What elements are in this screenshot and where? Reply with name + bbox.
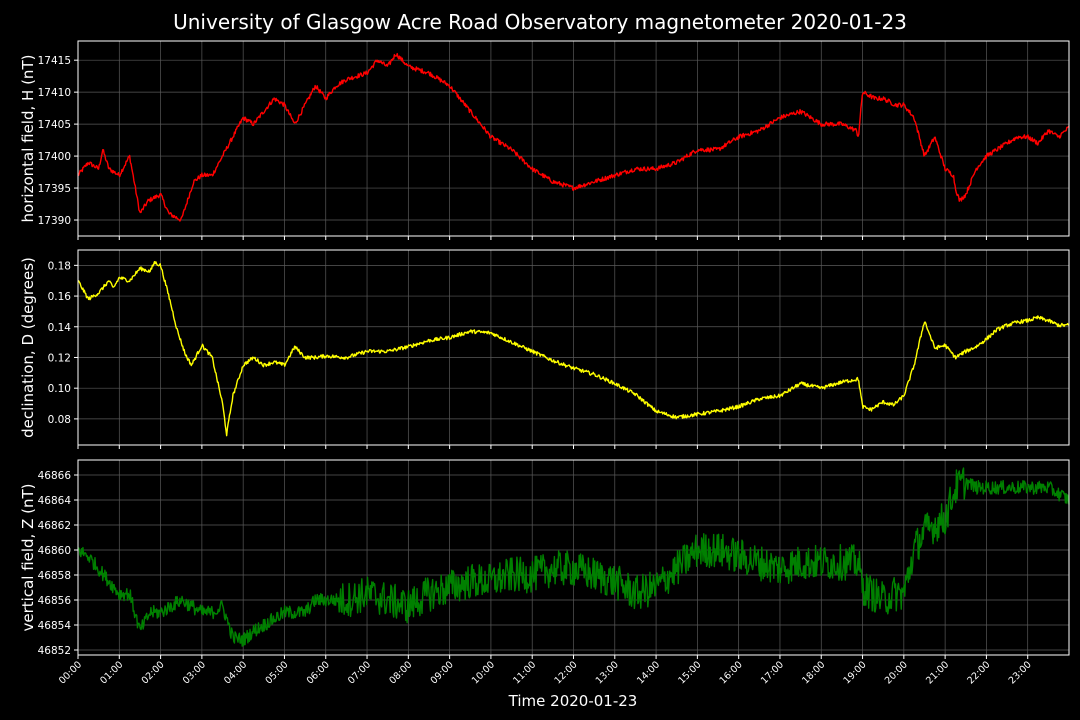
x-tick-label: 14:00 [635, 659, 662, 686]
panel-2: 46852 46854 46856 46858 46860 46862 46864 46866… [19, 459, 1070, 686]
x-tick-label: 16:00 [718, 659, 745, 686]
y-tick-label: 0.08 [48, 414, 71, 426]
y-tick-label: 0.14 [48, 322, 72, 334]
y-axis-label: horizontal field, H (nT) [19, 55, 37, 223]
series-line [77, 467, 1070, 647]
chart-title: University of Glasgow Acre Road Observat… [173, 10, 907, 34]
x-tick-label: 17:00 [759, 659, 786, 686]
x-tick-label: 03:00 [181, 659, 208, 686]
x-tick-label: 04:00 [222, 659, 249, 686]
chart-panels: 17390 17395 17400 17405 17410 17415horizontal… [19, 40, 1070, 686]
x-tick-label: 01:00 [98, 659, 125, 686]
x-tick-label: 09:00 [429, 659, 456, 686]
x-tick-label: 15:00 [676, 659, 703, 686]
y-tick-label: 46862 [38, 520, 71, 532]
x-tick-label: 08:00 [387, 659, 414, 686]
panel-0: 17390 17395 17400 17405 17410 17415horizontal… [19, 40, 1070, 240]
y-tick-label: 46854 [38, 620, 72, 632]
x-tick-label: 22:00 [965, 659, 992, 686]
x-tick-label: 20:00 [883, 659, 910, 686]
x-axis-label: Time 2020-01-23 [508, 692, 638, 710]
y-tick-label: 46864 [38, 495, 72, 507]
x-tick-label: 10:00 [470, 659, 497, 686]
y-tick-label: 17415 [38, 55, 71, 67]
y-tick-label: 46856 [38, 595, 72, 607]
y-tick-label: 46858 [38, 570, 71, 582]
x-tick-label: 12:00 [552, 659, 579, 686]
panel-1: 0.08 0.10 0.12 0.14 0.16 0.18 declination, D (… [19, 249, 1070, 449]
y-axis-label: declination, D (degrees) [19, 257, 37, 438]
y-tick-label: 17400 [38, 151, 71, 163]
plot-frame [77, 459, 1070, 656]
x-tick-label: 02:00 [140, 659, 167, 686]
x-tick-label: 21:00 [924, 659, 951, 686]
y-tick-label: 0.18 [48, 260, 71, 272]
x-tick-label: 13:00 [594, 659, 621, 686]
series-line [77, 52, 1070, 222]
y-tick-label: 0.16 [48, 291, 72, 303]
x-tick-label: 23:00 [1007, 659, 1034, 686]
y-tick-label: 17395 [38, 183, 71, 195]
x-tick-label: 05:00 [263, 659, 290, 686]
y-axis-label: vertical field, Z (nT) [19, 483, 37, 631]
plot-frame [77, 249, 1070, 446]
y-tick-label: 46852 [38, 645, 71, 657]
y-tick-label: 0.10 [48, 383, 71, 395]
x-tick-label: 00:00 [57, 659, 84, 686]
x-tick-label: 11:00 [511, 659, 538, 686]
y-tick-label: 17405 [38, 119, 71, 131]
series-line [77, 260, 1070, 437]
y-tick-label: 46860 [38, 545, 71, 557]
y-tick-label: 17390 [38, 215, 71, 227]
y-tick-label: 46866 [38, 470, 72, 482]
y-tick-label: 17410 [38, 87, 71, 99]
x-tick-label: 07:00 [346, 659, 373, 686]
x-tick-label: 06:00 [305, 659, 332, 686]
y-tick-label: 0.12 [48, 352, 71, 364]
x-tick-label: 19:00 [842, 659, 869, 686]
plot-frame [77, 40, 1070, 237]
x-tick-label: 18:00 [800, 659, 827, 686]
